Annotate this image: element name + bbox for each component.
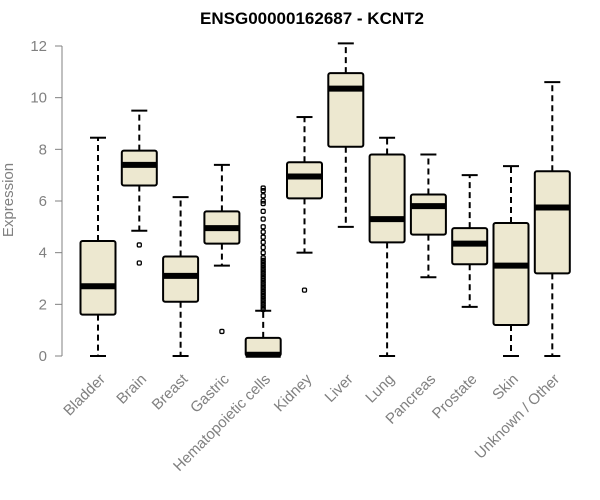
outlier-point [260,234,266,240]
iqr-box [533,170,571,275]
boxes-group [79,42,571,358]
outlier-point [260,301,266,307]
outlier-point [260,270,266,276]
box-skin [492,165,530,357]
iqr-box [409,193,447,236]
box-liver [327,42,365,228]
outlier-point [260,255,266,261]
x-tick-label: Kidney [271,370,316,415]
outlier-point [260,200,266,207]
outlier-point [260,229,266,235]
iqr-box [120,149,158,187]
y-tick-label: 6 [39,193,47,210]
outlier-point [260,257,266,264]
x-tick-label: Bladder [60,371,109,420]
iqr-box [492,221,530,326]
outlier-point [260,188,266,194]
outlier-point [219,328,225,335]
iqr-box [327,72,365,148]
outlier-point [260,185,266,191]
outlier-point [260,193,266,199]
box-pancreas [409,153,447,279]
iqr-box [286,161,323,200]
outlier-point [260,288,266,295]
outlier-point [260,306,266,313]
y-axis: 0 2 4 6 8 10 12 [30,38,63,365]
outlier-point [260,286,266,292]
x-tick-label: Liver [322,371,357,406]
box-unknown-other [533,81,571,357]
x-tick-label: Skin [489,371,522,404]
outlier-point [260,244,266,251]
box-bladder [79,136,117,357]
box-brain [120,109,158,266]
iqr-box [162,255,200,303]
y-axis-label: Expression [0,163,17,237]
y-tick-label: 4 [39,245,47,262]
outlier-point [260,281,266,287]
iqr-box [79,240,117,316]
y-tick-label: 2 [39,296,47,313]
outlier-point [260,296,266,302]
chart-title: ENSG00000162687 - KCNT2 [200,9,424,28]
box-hematopoietic-cells [244,185,282,358]
outlier-point [260,275,266,282]
outlier-point [260,224,266,230]
y-tick-label: 10 [30,90,47,107]
box-prostate [451,174,489,308]
outlier-point [260,239,266,245]
iqr-box [368,153,406,244]
x-tick-label: Breast [149,370,192,413]
outlier-point [260,208,266,214]
x-tick-label: Prostate [429,371,481,423]
y-tick-label: 8 [39,141,47,158]
box-kidney [286,116,323,293]
y-tick-label: 12 [30,38,47,55]
outlier-point [260,283,266,289]
outlier-point [260,293,266,300]
box-breast [162,196,200,357]
outlier-point [260,268,266,274]
outlier-point [260,198,266,204]
y-tick-label: 0 [39,348,47,365]
outlier-point [260,216,266,222]
outlier-point [260,273,266,279]
box-lung [368,136,406,357]
outlier-point [260,260,266,266]
box-gastric [203,163,241,335]
outlier-point [260,291,266,297]
outlier-point [260,299,266,305]
x-tick-label: Brain [113,371,150,408]
x-tick-label: Lung [362,371,398,407]
outlier-point [260,250,266,256]
outlier-point [136,260,142,266]
outlier-point [136,242,142,248]
outlier-point [301,287,308,293]
outlier-point [260,278,266,284]
outlier-point [260,265,266,271]
outlier-point [260,304,266,310]
outlier-point [260,262,266,269]
